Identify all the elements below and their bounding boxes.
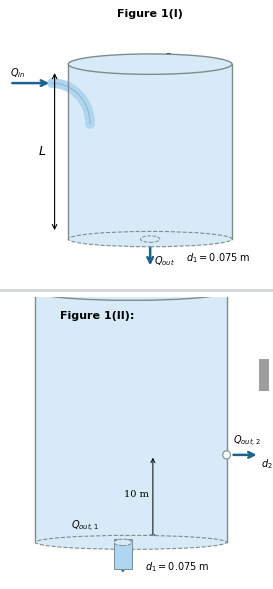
Ellipse shape <box>68 231 232 247</box>
Bar <box>114 540 132 568</box>
Ellipse shape <box>35 535 227 550</box>
Text: Figure 1(I): Figure 1(I) <box>117 9 183 19</box>
Bar <box>0 289 273 300</box>
Bar <box>35 292 227 542</box>
Text: $Q_{out,1}$: $Q_{out,1}$ <box>71 519 99 534</box>
Text: $d_1 = 0.075$ m: $d_1 = 0.075$ m <box>145 560 209 574</box>
Ellipse shape <box>35 283 227 300</box>
Ellipse shape <box>114 539 132 545</box>
Bar <box>68 64 232 239</box>
Text: $D$: $D$ <box>164 51 173 62</box>
Text: $d_1 = 0.075$ m: $d_1 = 0.075$ m <box>186 251 250 265</box>
Text: $Q_{in}$: $Q_{in}$ <box>10 66 25 80</box>
Text: 10 m: 10 m <box>124 489 149 499</box>
Text: $d_2$: $d_2$ <box>261 456 272 471</box>
Text: $Q_{out}$: $Q_{out}$ <box>154 254 175 268</box>
Text: $L$: $L$ <box>38 145 46 158</box>
Ellipse shape <box>141 236 160 242</box>
Ellipse shape <box>223 451 230 459</box>
Bar <box>259 359 269 391</box>
Text: $Q_{out,2}$: $Q_{out,2}$ <box>233 434 261 449</box>
Text: Figure 1(II):: Figure 1(II): <box>60 310 134 320</box>
Ellipse shape <box>68 54 232 74</box>
